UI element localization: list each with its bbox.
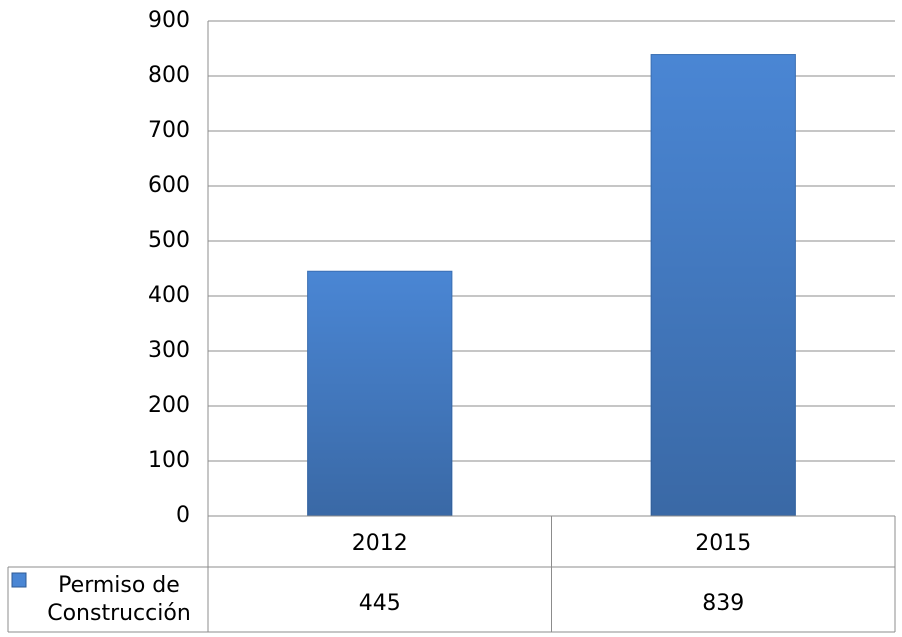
y-tick-label: 500 [148,228,190,253]
bar-shade [307,271,452,516]
table-value: 445 [359,591,401,616]
y-tick-label: 300 [148,338,190,363]
table-value: 839 [702,591,744,616]
x-tick-label: 2012 [352,531,408,556]
y-tick-label: 600 [148,173,190,198]
y-tick-label: 200 [148,393,190,418]
y-tick-label: 100 [148,448,190,473]
y-tick-label: 400 [148,283,190,308]
y-tick-label: 900 [148,8,190,33]
legend-key [11,572,27,588]
x-tick-label: 2015 [695,531,751,556]
bar-shade [651,54,796,517]
y-tick-label: 0 [176,503,190,528]
y-tick-label: 800 [148,63,190,88]
y-tick-label: 700 [148,118,190,143]
legend-label: Permiso de Construcción [47,573,191,626]
